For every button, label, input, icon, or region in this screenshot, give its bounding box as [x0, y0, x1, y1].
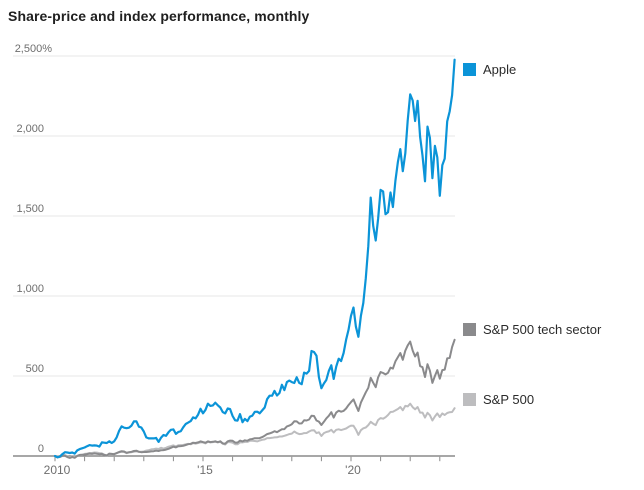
y-tick-label: 1,500 [16, 203, 44, 215]
sp500-legend-label: S&P 500 [483, 392, 535, 407]
x-tick-label: '20 [345, 463, 361, 477]
legend-item-sp500: S&P 500 [463, 392, 534, 407]
x-axis: 2010 '15 '20 [44, 456, 441, 477]
y-tick-label: 2,000 [16, 123, 44, 135]
y-axis-labels: 0 500 1,000 1,500 2,000 2,500% [15, 43, 53, 455]
series-line-s-p-500-tech-sector [54, 338, 456, 459]
series-line-apple [53, 58, 456, 459]
legend-item-tech-sector: S&P 500 tech sector [463, 322, 601, 337]
tech-sector-legend-label: S&P 500 tech sector [483, 322, 602, 337]
apple-legend-label: Apple [483, 62, 517, 77]
legend-item-apple: Apple [463, 62, 516, 77]
chart-title: Share-price and index performance, month… [8, 8, 310, 24]
y-tick-label: 500 [26, 363, 44, 375]
gridlines [13, 55, 455, 457]
y-tick-label: 0 [38, 443, 44, 455]
sp500-legend-swatch [463, 393, 476, 406]
x-tick-label: '15 [197, 463, 213, 477]
tech-sector-legend-swatch [463, 323, 476, 336]
series-lines [53, 58, 456, 459]
x-tick-label: 2010 [44, 463, 71, 477]
y-tick-label: 2,500% [15, 43, 53, 55]
apple-legend-swatch [463, 63, 476, 76]
y-tick-label: 1,000 [16, 283, 44, 295]
